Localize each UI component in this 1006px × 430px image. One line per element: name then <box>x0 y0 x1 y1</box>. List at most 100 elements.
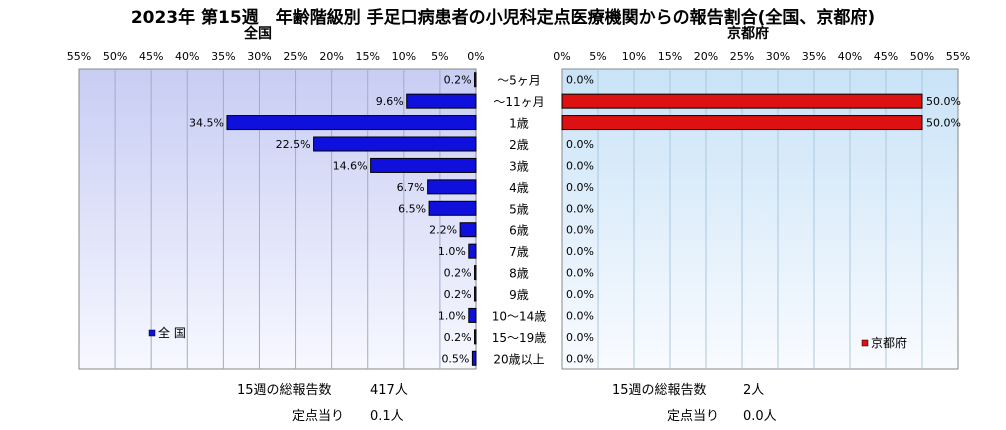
national-bar <box>471 350 477 366</box>
national-value-label: 34.5% <box>189 117 224 130</box>
left-tick-label: 50% <box>103 50 127 63</box>
national-bar <box>474 72 477 88</box>
national-value-label: 6.7% <box>397 181 425 194</box>
kyoto-total-label: 15週の総報告数 <box>612 383 707 398</box>
national-bar <box>226 115 477 131</box>
national-bar <box>474 329 477 345</box>
national-total-label: 15週の総報告数 <box>237 383 332 398</box>
category-label: 10～14歳 <box>492 309 547 323</box>
left-tick-label: 25% <box>283 50 307 63</box>
national-value-label: 14.6% <box>333 159 368 172</box>
national-value-label: 9.6% <box>376 95 404 108</box>
kyoto-value-label: 0.0% <box>566 202 594 215</box>
kyoto-value-label: 0.0% <box>566 181 594 194</box>
right-tick-label: 15% <box>658 50 682 63</box>
national-bar <box>468 243 477 259</box>
kyoto-value-label: 0.0% <box>566 245 594 258</box>
left-plot-area <box>78 68 477 370</box>
category-label: 15～19歳 <box>492 331 547 345</box>
right-bars: 0.0% 50.0% 50.0% 0.0% 0.0% 0.0% 0.0% 0.0% 0.0% 0.… <box>561 74 961 365</box>
left-tick-label: 40% <box>175 50 199 63</box>
kyoto-value-label: 0.0% <box>566 267 594 280</box>
national-bar <box>474 286 477 302</box>
national-value-label: 22.5% <box>276 138 311 151</box>
left-tick-label: 55% <box>67 50 91 63</box>
kyoto-value-label: 0.0% <box>566 288 594 301</box>
left-tick-label: 20% <box>319 50 343 63</box>
national-total-value: 417人 <box>370 383 408 398</box>
national-bar <box>406 93 477 109</box>
left-tick-label: 0% <box>467 50 484 63</box>
left-bars: 0.2% 9.6% 34.5% 22.5% 14.6% 6.7% 6.5%2.2% 1.0% 0… <box>189 72 477 366</box>
category-label: 5歳 <box>509 202 529 216</box>
national-bar <box>427 179 477 195</box>
national-value-label: 0.2% <box>444 331 472 344</box>
right-tick-label: 40% <box>838 50 862 63</box>
left-tick-label: 10% <box>392 50 416 63</box>
right-tick-label: 20% <box>694 50 718 63</box>
left-tick-label: 45% <box>139 50 163 63</box>
national-value-label: 0.2% <box>444 74 472 87</box>
left-tick-label: 30% <box>247 50 271 63</box>
category-label: 9歳 <box>509 288 529 302</box>
left-tick-label: 15% <box>356 50 380 63</box>
category-label: 8歳 <box>509 267 529 281</box>
national-value-label: 0.5% <box>441 352 469 365</box>
left-tick-label: 5% <box>431 50 448 63</box>
kyoto-value-label: 0.0% <box>566 74 594 87</box>
kyoto-value-label: 0.0% <box>566 331 594 344</box>
right-tick-label: 45% <box>874 50 898 63</box>
left-tick-label: 35% <box>211 50 235 63</box>
left-tick-labels: 55% 50% 45% 40% 35% 30% 25% 20% 15% 10% 5% 0% <box>67 50 485 63</box>
kyoto-value-label: 0.0% <box>566 138 594 151</box>
kyoto-per-value: 0.0人 <box>743 409 777 424</box>
kyoto-per-label: 定点当り <box>667 409 719 424</box>
kyoto-value-label: 0.0% <box>566 224 594 237</box>
category-label: 6歳 <box>509 224 529 238</box>
kyoto-value-label: 0.0% <box>566 309 594 322</box>
right-tick-label: 5% <box>589 50 606 63</box>
national-bar <box>370 157 477 173</box>
national-bar <box>428 200 477 216</box>
right-tick-label: 50% <box>910 50 934 63</box>
category-label: 2歳 <box>509 138 529 152</box>
category-label: 7歳 <box>509 245 529 259</box>
right-tick-labels: 0% 5% 10% 15% 20% 25% 30% 35% 40% 45% 50% 55% <box>553 50 970 63</box>
national-per-label: 定点当り <box>292 409 344 424</box>
right-panel-title: 京都府 <box>727 25 769 42</box>
national-bar <box>313 136 477 152</box>
right-plot-area <box>561 68 959 370</box>
kyoto-bar <box>561 93 923 109</box>
national-bar <box>474 265 477 281</box>
left-panel-title: 全国 <box>243 25 272 42</box>
right-tick-label: 0% <box>553 50 570 63</box>
kyoto-value-label: 50.0% <box>926 95 961 108</box>
category-label: 20歳以上 <box>493 352 544 366</box>
kyoto-bar <box>561 115 923 131</box>
kyoto-value-label: 0.0% <box>566 159 594 172</box>
right-tick-label: 35% <box>802 50 826 63</box>
national-value-label: 2.2% <box>429 224 457 237</box>
category-label: 1歳 <box>509 117 529 131</box>
kyoto-value-label: 0.0% <box>566 352 594 365</box>
legend-label-kyoto: 京都府 <box>871 335 907 350</box>
national-bar <box>468 307 477 323</box>
legend-swatch-national <box>148 329 156 337</box>
legend-label-national: 全 国 <box>158 325 186 340</box>
kyoto-value-label: 50.0% <box>926 117 961 130</box>
category-label: 4歳 <box>509 181 529 195</box>
national-value-label: 1.0% <box>438 309 466 322</box>
national-value-label: 0.2% <box>444 267 472 280</box>
category-labels: ～5ヶ月 ～11ヶ月 1歳 2歳 3歳 4歳 5歳 6歳 7歳 8歳 9歳 10～14歳 15～19歳 2… <box>492 74 547 367</box>
kyoto-total-value: 2人 <box>743 383 764 398</box>
national-value-label: 0.2% <box>444 288 472 301</box>
national-per-value: 0.1人 <box>370 409 404 424</box>
right-tick-label: 25% <box>730 50 754 63</box>
category-label: ～11ヶ月 <box>493 95 544 109</box>
right-tick-label: 30% <box>766 50 790 63</box>
national-bar <box>459 222 477 238</box>
category-label: 3歳 <box>509 159 529 173</box>
right-tick-label: 10% <box>622 50 646 63</box>
chart-title: 2023年 第15週 年齢階級別 手足口病患者の小児科定点医療機関からの報告割合… <box>130 8 876 28</box>
